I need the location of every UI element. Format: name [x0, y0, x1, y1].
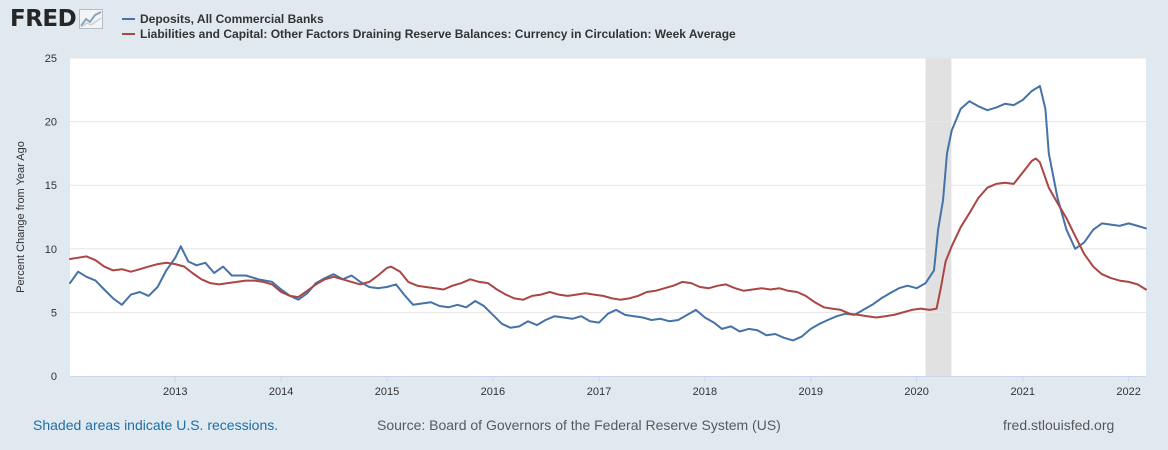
x-tick-label: 2022 [1116, 386, 1140, 398]
legend-label-currency: Liabilities and Capital: Other Factors D… [140, 26, 736, 41]
x-tick-label: 2018 [693, 386, 717, 398]
chart-legend: Deposits, All Commercial Banks Liabiliti… [122, 11, 736, 41]
chart-header: FRED Deposits, All Commercial Banks Liab… [0, 0, 1168, 50]
y-tick-label: 5 [51, 307, 57, 319]
y-tick-label: 10 [45, 244, 57, 256]
x-tick-label: 2019 [798, 386, 822, 398]
y-axis-title: Percent Change from Year Ago [15, 141, 27, 293]
y-tick-label: 15 [45, 180, 57, 192]
series-line-currency [69, 157, 1147, 319]
legend-swatch-currency [122, 32, 135, 35]
fred-logo-text: FRED [10, 6, 77, 32]
plot-background [70, 58, 1146, 376]
legend-item-currency[interactable]: Liabilities and Capital: Other Factors D… [122, 26, 736, 41]
recession-note-link[interactable]: Shaded areas indicate U.S. recessions. [33, 417, 279, 433]
legend-label-deposits: Deposits, All Commercial Banks [140, 11, 324, 26]
fred-logo[interactable]: FRED [10, 6, 104, 32]
chart-area: 0 5 10 15 20 25 2013 2014 2015 2016 2017 2018 2019 20… [0, 50, 1168, 408]
y-tick-label: 25 [45, 53, 57, 65]
recession-band [925, 58, 952, 376]
chart-line-icon [79, 9, 104, 29]
legend-item-deposits[interactable]: Deposits, All Commercial Banks [122, 11, 736, 26]
y-tick-label: 0 [51, 371, 57, 383]
legend-swatch-deposits [122, 17, 135, 20]
x-tick-label: 2015 [375, 386, 399, 398]
x-tick-label: 2021 [1010, 386, 1034, 398]
x-tick-label: 2017 [587, 386, 611, 398]
line-chart[interactable]: 0 5 10 15 20 25 2013 2014 2015 2016 2017 2018 2019 20… [0, 50, 1168, 408]
x-tick-label: 2020 [904, 386, 928, 398]
source-text: Source: Board of Governors of the Federa… [377, 417, 781, 433]
x-tick-label: 2014 [269, 386, 293, 398]
chart-footer: Shaded areas indicate U.S. recessions. S… [0, 412, 1168, 442]
series-line-deposits [69, 85, 1147, 342]
y-tick-label: 20 [45, 117, 57, 129]
x-tick-label: 2016 [481, 386, 505, 398]
fred-url-link[interactable]: fred.stlouisfed.org [1003, 417, 1115, 433]
x-tick-label: 2013 [163, 386, 187, 398]
